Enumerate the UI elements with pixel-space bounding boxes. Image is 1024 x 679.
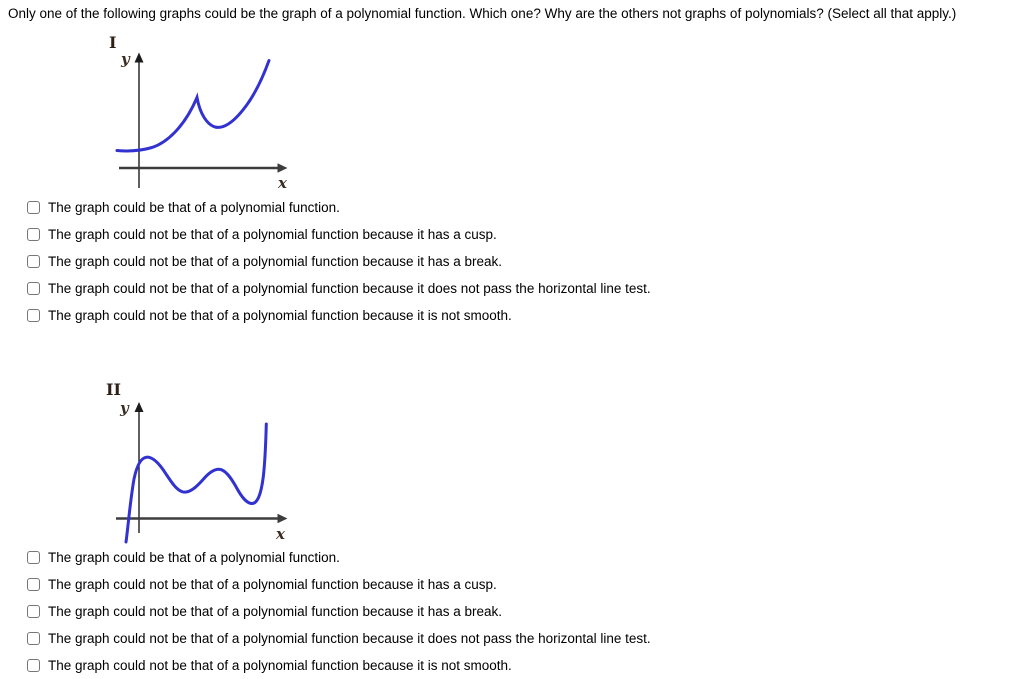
option-label: The graph could not be that of a polynom… — [48, 658, 512, 673]
figure-1-numeral: I — [109, 33, 117, 52]
option-label: The graph could not be that of a polynom… — [48, 254, 503, 269]
option-label: The graph could not be that of a polynom… — [48, 631, 651, 646]
figure-1-graph-cusp — [115, 52, 288, 188]
curve-with-cusp — [115, 59, 271, 153]
checkbox-2-option-4[interactable] — [27, 632, 40, 645]
checkbox-1-option-1[interactable] — [27, 201, 40, 214]
option-label: The graph could not be that of a polynom… — [48, 308, 512, 323]
checkbox-1-option-5[interactable] — [27, 309, 40, 322]
figure-1-x-axis-label: x — [278, 174, 287, 192]
figure-1-y-axis-label: y — [121, 50, 130, 68]
checkbox-1-option-3[interactable] — [27, 255, 40, 268]
x-axis-arrow-icon — [277, 513, 288, 524]
option-label: The graph could not be that of a polynom… — [48, 604, 503, 619]
figure-2-numeral: II — [106, 380, 121, 399]
checkbox-2-option-2[interactable] — [27, 578, 40, 591]
option-label: The graph could not be that of a polynom… — [48, 281, 651, 296]
checkbox-1-option-2[interactable] — [27, 228, 40, 241]
option-label: The graph could be that of a polynomial … — [48, 550, 340, 565]
figure-2-y-axis-label: y — [120, 399, 129, 417]
y-axis-arrow-icon — [134, 402, 144, 412]
smooth-wavy-curve — [124, 422, 268, 544]
option-label: The graph could not be that of a polynom… — [48, 577, 497, 592]
option-label: The graph could be that of a polynomial … — [48, 200, 340, 215]
x-axis-arrow-icon — [277, 163, 288, 173]
figure-2-x-axis-label: x — [276, 525, 285, 543]
checkbox-2-option-1[interactable] — [27, 551, 40, 564]
checkbox-2-option-3[interactable] — [27, 605, 40, 618]
option-label: The graph could not be that of a polynom… — [48, 227, 497, 242]
y-axis-arrow-icon — [134, 52, 144, 63]
checkbox-2-option-5[interactable] — [27, 659, 40, 672]
figure-2-graph-wavy — [116, 402, 288, 544]
question-prompt: Only one of the following graphs could b… — [8, 6, 957, 21]
checkbox-1-option-4[interactable] — [27, 282, 40, 295]
